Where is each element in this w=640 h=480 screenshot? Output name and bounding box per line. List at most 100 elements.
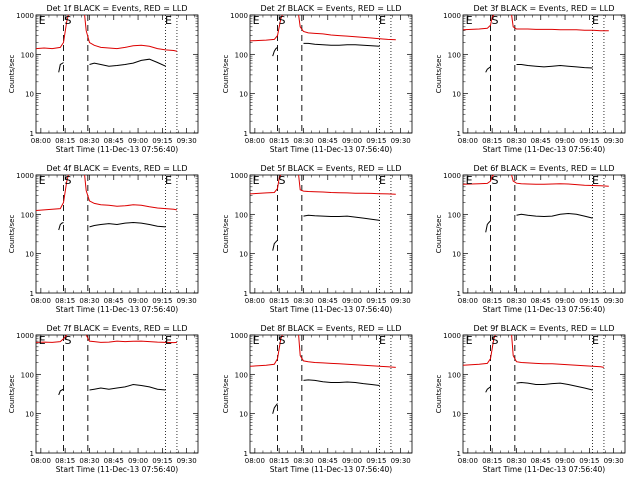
chart-title: Det 4f BLACK = Events, RED = LLD xyxy=(46,164,187,173)
x-axis: 08:00 08:15 08:30 08:45 09:00 09:15 09:30Start… xyxy=(458,335,624,474)
series-line-lld xyxy=(84,174,178,211)
x-tick-label: 09:00 xyxy=(128,457,148,465)
chart-panel-8: Det 8f BLACK = Events, RED = LLD 1 10 100 10… xyxy=(222,324,413,474)
series-lld xyxy=(35,14,178,52)
x-tick-label: 09:15 xyxy=(152,137,172,145)
x-tick-label: 08:00 xyxy=(458,297,478,305)
y-tick-label: 1 xyxy=(30,450,34,458)
x-tick-label: 09:00 xyxy=(128,137,148,145)
x-tick-label: 09:30 xyxy=(391,457,411,465)
series-line-lld xyxy=(85,334,177,344)
y-tick-label: 100 xyxy=(21,371,34,379)
y-axis-label: Counts/sec xyxy=(435,375,443,414)
marker-e2: E xyxy=(165,174,172,187)
x-axis: 08:00 08:15 08:30 08:45 09:00 09:15 09:30Start… xyxy=(458,175,624,314)
plot-frame xyxy=(35,334,199,454)
x-tick-label: 09:15 xyxy=(579,297,599,305)
series-line-events xyxy=(58,62,64,73)
series-lld xyxy=(249,334,396,368)
x-tick-label: 09:00 xyxy=(555,137,575,145)
x-tick-label: 08:45 xyxy=(531,297,551,305)
x-tick-label: 08:15 xyxy=(55,457,75,465)
y-tick-label: 1000 xyxy=(16,12,34,20)
x-tick-label: 08:45 xyxy=(531,457,551,465)
y-tick-label: 100 xyxy=(235,51,248,59)
x-tick-label: 09:00 xyxy=(342,297,362,305)
x-tick-label: 09:15 xyxy=(366,137,386,145)
x-tick-label: 08:30 xyxy=(506,297,526,305)
y-axis: 1 10 100 1000 Counts/sec xyxy=(222,332,412,458)
series-events xyxy=(272,379,380,414)
x-tick-label: 08:00 xyxy=(245,457,265,465)
x-tick-label: 09:15 xyxy=(579,457,599,465)
plot-frame xyxy=(249,174,413,294)
plot-frame xyxy=(249,334,413,454)
marker-e2: E xyxy=(165,334,172,347)
series-events xyxy=(58,221,166,231)
y-axis-label: Counts/sec xyxy=(8,55,16,94)
series-line-events xyxy=(89,58,166,67)
marker-e1: E xyxy=(39,174,46,187)
plot-frame xyxy=(462,334,626,454)
series-events xyxy=(485,64,593,73)
series-line-lld xyxy=(511,334,604,368)
y-axis: 1 10 100 1000 Counts/sec xyxy=(8,172,198,298)
x-axis-label: Start Time (11-Dec-13 07:56:40) xyxy=(483,465,605,474)
x-tick-label: 08:00 xyxy=(458,137,478,145)
x-axis-label: Start Time (11-Dec-13 07:56:40) xyxy=(56,145,178,154)
x-tick-label: 08:45 xyxy=(104,137,124,145)
y-tick-label: 100 xyxy=(448,51,461,59)
series-line-events xyxy=(485,220,491,233)
x-axis-label: Start Time (11-Dec-13 07:56:40) xyxy=(483,305,605,314)
x-tick-label: 08:00 xyxy=(31,137,51,145)
y-tick-label: 10 xyxy=(239,411,248,419)
y-tick-label: 1000 xyxy=(443,12,461,20)
x-tick-label: 09:15 xyxy=(152,457,172,465)
y-axis-label: Counts/sec xyxy=(8,375,16,414)
chart-title: Det 6f BLACK = Events, RED = LLD xyxy=(473,164,614,173)
marker-e2: E xyxy=(165,14,172,27)
marker-s: S xyxy=(492,334,499,347)
series-line-lld xyxy=(462,174,495,185)
x-tick-label: 08:00 xyxy=(31,457,51,465)
x-tick-label: 09:30 xyxy=(391,297,411,305)
x-axis: 08:00 08:15 08:30 08:45 09:00 09:15 09:30Start… xyxy=(31,175,197,314)
chart-panel-2: Det 2f BLACK = Events, RED = LLD 1 10 100 10… xyxy=(222,4,413,154)
x-tick-label: 08:45 xyxy=(531,137,551,145)
series-lld xyxy=(462,334,604,368)
plot-frame xyxy=(249,14,413,134)
series-line-lld xyxy=(249,14,283,42)
x-tick-label: 09:00 xyxy=(555,457,575,465)
series-lld xyxy=(35,174,178,211)
chart-title: Det 7f BLACK = Events, RED = LLD xyxy=(46,324,187,333)
y-tick-label: 1000 xyxy=(443,332,461,340)
series-line-lld xyxy=(298,174,396,195)
chart-panel-4: Det 4f BLACK = Events, RED = LLD 1 10 100 10… xyxy=(8,164,199,314)
x-tick-label: 08:45 xyxy=(318,457,338,465)
series-events xyxy=(58,383,166,396)
x-axis-label: Start Time (11-Dec-13 07:56:40) xyxy=(270,145,392,154)
x-tick-label: 09:30 xyxy=(391,137,411,145)
marker-e1: E xyxy=(466,334,473,347)
x-tick-label: 08:45 xyxy=(104,297,124,305)
x-tick-label: 08:30 xyxy=(506,457,526,465)
marker-s: S xyxy=(492,14,499,27)
series-line-lld xyxy=(462,14,495,31)
y-tick-label: 1000 xyxy=(16,332,34,340)
y-tick-label: 1 xyxy=(244,130,248,138)
series-line-events xyxy=(485,386,491,393)
x-tick-label: 09:30 xyxy=(604,137,624,145)
marker-e1: E xyxy=(39,334,46,347)
chart-panel-3: Det 3f BLACK = Events, RED = LLD 1 10 100 10… xyxy=(435,4,626,154)
y-axis-label: Counts/sec xyxy=(222,55,230,94)
marker-e2: E xyxy=(379,174,386,187)
series-lld xyxy=(462,14,609,32)
series-line-lld xyxy=(511,174,609,187)
marker-s: S xyxy=(279,174,286,187)
x-tick-label: 09:15 xyxy=(152,297,172,305)
marker-s: S xyxy=(65,334,72,347)
x-axis-label: Start Time (11-Dec-13 07:56:40) xyxy=(483,145,605,154)
series-line-lld xyxy=(511,14,609,32)
y-axis-label: Counts/sec xyxy=(8,215,16,254)
x-tick-label: 08:00 xyxy=(245,297,265,305)
